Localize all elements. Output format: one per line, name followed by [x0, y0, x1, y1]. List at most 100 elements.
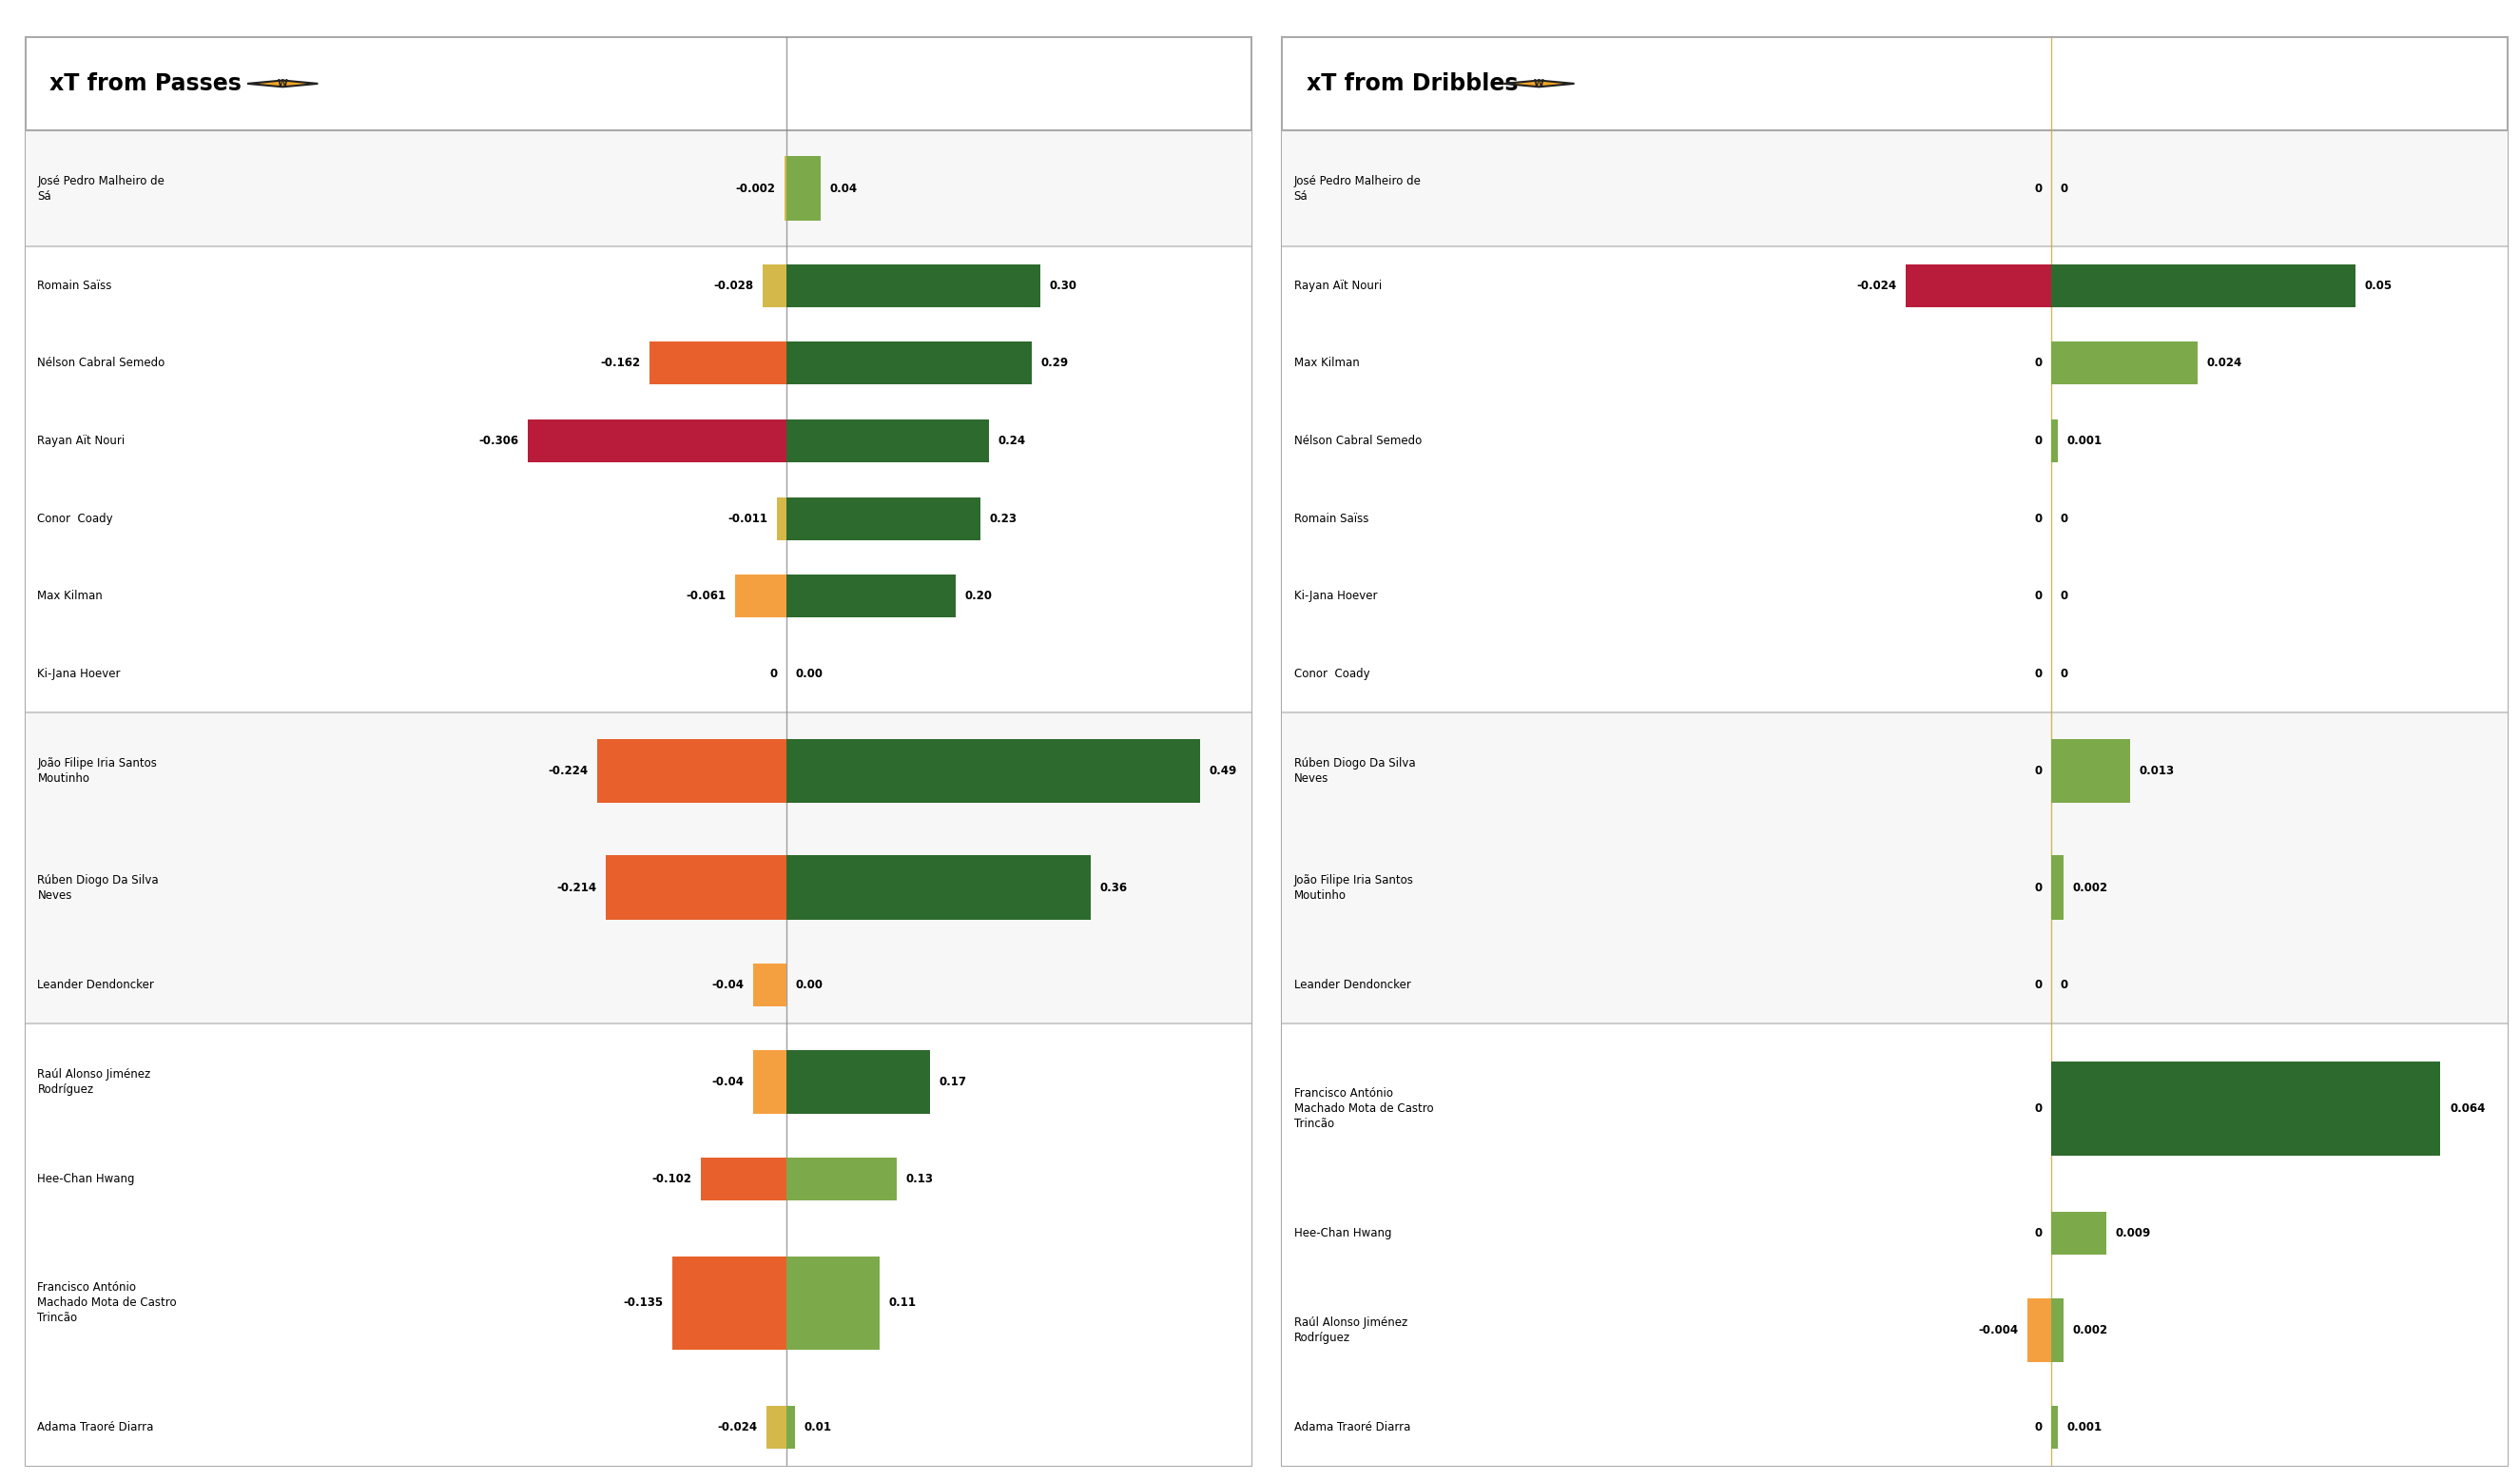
FancyBboxPatch shape	[605, 856, 786, 920]
Text: Leander Dendoncker: Leander Dendoncker	[38, 979, 154, 991]
FancyBboxPatch shape	[2051, 264, 2356, 307]
Text: -0.002: -0.002	[736, 182, 776, 194]
Text: -0.024: -0.024	[718, 1422, 756, 1434]
Text: xT from Passes: xT from Passes	[50, 73, 242, 95]
FancyBboxPatch shape	[1283, 1023, 2507, 1466]
Text: Leander Dendoncker: Leander Dendoncker	[1293, 979, 1411, 991]
Text: 0.04: 0.04	[829, 182, 857, 194]
FancyBboxPatch shape	[2051, 1211, 2107, 1254]
Text: 0: 0	[2061, 668, 2069, 680]
Text: -0.024: -0.024	[1857, 280, 1898, 292]
Text: Rúben Diogo Da Silva
Neves: Rúben Diogo Da Silva Neves	[38, 874, 159, 902]
Text: Max Kilman: Max Kilman	[38, 589, 103, 603]
Text: 0.00: 0.00	[796, 668, 824, 680]
Text: 0: 0	[2034, 357, 2041, 369]
Text: W: W	[1535, 78, 1545, 89]
Text: Romain Saïss: Romain Saïss	[38, 280, 111, 292]
Text: 0.05: 0.05	[2364, 280, 2391, 292]
Text: Rayan Aït Nouri: Rayan Aït Nouri	[38, 435, 126, 447]
Text: 0.01: 0.01	[804, 1422, 832, 1434]
FancyBboxPatch shape	[786, 1050, 930, 1114]
FancyBboxPatch shape	[786, 498, 980, 541]
Text: -0.135: -0.135	[622, 1297, 663, 1309]
Text: 0.00: 0.00	[796, 979, 824, 991]
Text: José Pedro Malheiro de
Sá: José Pedro Malheiro de Sá	[1293, 175, 1421, 203]
Text: 0.49: 0.49	[1210, 764, 1237, 778]
Text: 0.002: 0.002	[2071, 881, 2109, 893]
Text: -0.306: -0.306	[479, 435, 519, 447]
Text: 0: 0	[2061, 512, 2069, 524]
FancyBboxPatch shape	[2051, 342, 2197, 385]
FancyBboxPatch shape	[753, 963, 786, 1006]
FancyBboxPatch shape	[25, 37, 1250, 1466]
Text: 0.30: 0.30	[1048, 280, 1076, 292]
Text: Ki-Jana Hoever: Ki-Jana Hoever	[1293, 589, 1376, 603]
Text: 0: 0	[2034, 764, 2041, 778]
FancyBboxPatch shape	[673, 1256, 786, 1351]
Text: 0.20: 0.20	[965, 589, 993, 603]
FancyBboxPatch shape	[25, 247, 1250, 712]
Text: Rúben Diogo Da Silva
Neves: Rúben Diogo Da Silva Neves	[1293, 757, 1416, 785]
FancyBboxPatch shape	[753, 1050, 786, 1114]
FancyBboxPatch shape	[529, 419, 786, 462]
Text: 0.001: 0.001	[2066, 1422, 2102, 1434]
FancyBboxPatch shape	[2051, 419, 2056, 462]
FancyBboxPatch shape	[25, 1023, 1250, 1466]
FancyBboxPatch shape	[1283, 37, 2507, 1466]
FancyBboxPatch shape	[786, 1256, 879, 1351]
Text: Francisco António
Machado Mota de Castro
Trincão: Francisco António Machado Mota de Castro…	[1293, 1087, 1434, 1130]
Text: 0: 0	[2034, 1422, 2041, 1434]
Text: W: W	[277, 78, 287, 89]
Text: 0.009: 0.009	[2114, 1226, 2150, 1240]
FancyBboxPatch shape	[1905, 264, 2051, 307]
Text: 0.29: 0.29	[1041, 357, 1068, 369]
Text: -0.011: -0.011	[728, 512, 769, 524]
Text: Raúl Alonso Jiménez
Rodríguez: Raúl Alonso Jiménez Rodríguez	[1293, 1317, 1406, 1345]
Text: 0.11: 0.11	[890, 1297, 917, 1309]
Text: Adama Traoré Diarra: Adama Traoré Diarra	[38, 1422, 154, 1434]
FancyBboxPatch shape	[776, 498, 786, 541]
Text: -0.004: -0.004	[1978, 1324, 2019, 1336]
Polygon shape	[247, 80, 318, 87]
Text: -0.162: -0.162	[600, 357, 640, 369]
Text: -0.04: -0.04	[711, 1075, 743, 1089]
Text: -0.102: -0.102	[650, 1173, 690, 1185]
Text: Hee-Chan Hwang: Hee-Chan Hwang	[38, 1173, 136, 1185]
FancyBboxPatch shape	[2051, 739, 2129, 803]
FancyBboxPatch shape	[2051, 1405, 2056, 1448]
FancyBboxPatch shape	[766, 1405, 786, 1448]
FancyBboxPatch shape	[650, 342, 786, 385]
Text: 0: 0	[2034, 881, 2041, 893]
FancyBboxPatch shape	[786, 856, 1091, 920]
FancyBboxPatch shape	[2051, 1062, 2439, 1155]
Text: 0: 0	[2061, 589, 2069, 603]
Text: Ki-Jana Hoever: Ki-Jana Hoever	[38, 668, 121, 680]
Text: 0.013: 0.013	[2139, 764, 2175, 778]
Text: 0: 0	[2034, 589, 2041, 603]
Text: -0.224: -0.224	[549, 764, 587, 778]
Text: 0: 0	[769, 668, 779, 680]
Text: 0: 0	[2034, 182, 2041, 194]
FancyBboxPatch shape	[25, 712, 1250, 1023]
FancyBboxPatch shape	[786, 419, 990, 462]
FancyBboxPatch shape	[786, 342, 1031, 385]
Text: 0: 0	[2034, 512, 2041, 524]
FancyBboxPatch shape	[597, 739, 786, 803]
Text: 0.024: 0.024	[2208, 357, 2243, 369]
Text: 0: 0	[2034, 668, 2041, 680]
Text: -0.028: -0.028	[713, 280, 753, 292]
FancyBboxPatch shape	[2026, 1299, 2051, 1363]
FancyBboxPatch shape	[1283, 712, 2507, 1023]
Text: João Filipe Iria Santos
Moutinho: João Filipe Iria Santos Moutinho	[38, 757, 156, 785]
Text: 0: 0	[2061, 182, 2069, 194]
FancyBboxPatch shape	[786, 1405, 794, 1448]
Text: 0.002: 0.002	[2071, 1324, 2109, 1336]
Text: 0.36: 0.36	[1099, 881, 1126, 893]
FancyBboxPatch shape	[701, 1158, 786, 1200]
Text: 0: 0	[2061, 979, 2069, 991]
Text: -0.04: -0.04	[711, 979, 743, 991]
FancyBboxPatch shape	[786, 575, 955, 618]
FancyBboxPatch shape	[2051, 1299, 2064, 1363]
FancyBboxPatch shape	[736, 575, 786, 618]
FancyBboxPatch shape	[786, 1158, 897, 1200]
